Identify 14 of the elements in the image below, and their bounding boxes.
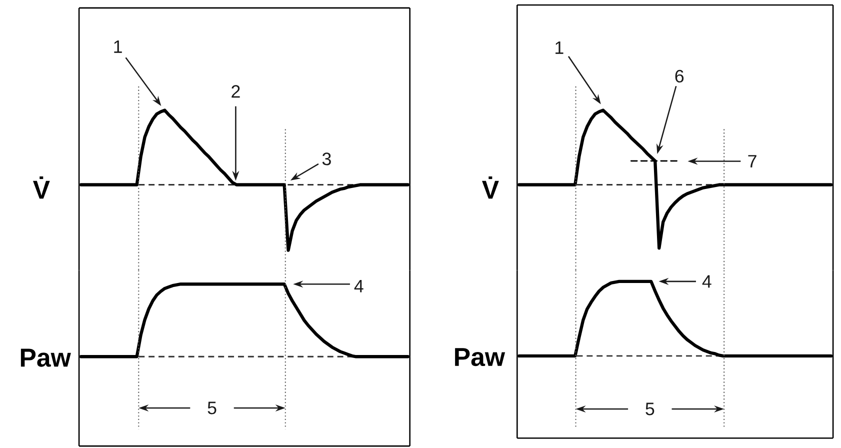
text: 6 [675, 70, 684, 83]
text: 1 [556, 42, 564, 54]
annotation: 4 [702, 275, 712, 288]
annotation: 3 [322, 152, 331, 166]
annotation: 7 [748, 155, 756, 168]
text: 5 [646, 402, 654, 416]
text: 2 [232, 85, 240, 98]
y-axis-title: Paw [20, 348, 71, 367]
y-axis-title: V̇ [482, 176, 499, 199]
text: 1 [114, 40, 122, 53]
y-axis-title: V̇ [32, 176, 50, 199]
y-axis-title: Paw [455, 348, 506, 366]
annotation: 4 [354, 280, 364, 292]
text: 5 [208, 402, 216, 414]
